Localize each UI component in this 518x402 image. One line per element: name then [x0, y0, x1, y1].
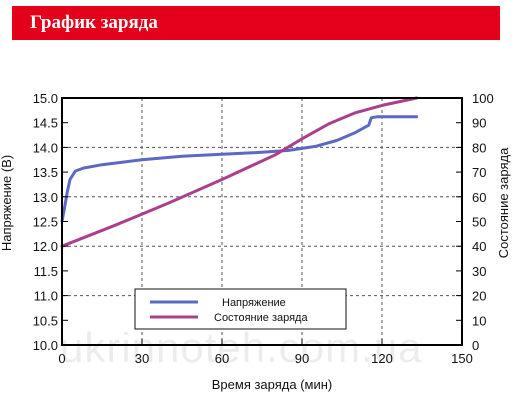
y-left-tick-label: 10.0 [33, 338, 58, 353]
y-left-tick-label: 14.0 [33, 140, 58, 155]
charge-line [60, 96, 419, 248]
y-left-tick-label: 12.0 [33, 239, 58, 254]
x-tick-label: 0 [58, 351, 65, 366]
series-layer [60, 96, 419, 248]
y-right-tick-label: 70 [472, 165, 486, 180]
x-tick-label: 150 [451, 351, 473, 366]
y-right-tick-label: 80 [472, 140, 486, 155]
y-left-tick-label: 13.0 [33, 190, 58, 205]
y-right-tick-label: 40 [472, 239, 486, 254]
x-tick-label: 30 [135, 351, 149, 366]
y-left-tick-label: 10.5 [33, 313, 58, 328]
y-left-tick-label: 11.0 [34, 289, 58, 304]
x-axis-title: Время заряда (мин) [212, 377, 333, 392]
header-bar: График заряда [12, 6, 500, 40]
x-tick-label: 90 [295, 351, 309, 366]
voltage-line [60, 115, 419, 223]
legend-box [134, 288, 347, 330]
y-left-tick-label: 11.5 [34, 264, 58, 279]
y-axis-right-title: Состояние заряда [496, 147, 511, 258]
y-right-tick-label: 90 [472, 116, 486, 131]
y-right-tick-label: 30 [472, 264, 486, 279]
y-right-tick-label: 0 [472, 338, 479, 353]
tick-layer: 0 30 60 90 120 150 10.0 10.5 11.0 11.5 12.0 12.5 13.… [33, 91, 494, 366]
y-right-tick-label: 50 [472, 215, 486, 230]
y-right-tick-label: 10 [472, 313, 486, 328]
y-left-tick-label: 12.5 [33, 215, 58, 230]
x-tick-label: 120 [371, 351, 393, 366]
legend-label-voltage: Напряжение [222, 297, 286, 309]
y-right-tick-label: 20 [472, 289, 486, 304]
x-tick-label: 60 [215, 351, 229, 366]
y-left-tick-label: 15.0 [33, 91, 58, 106]
y-left-tick-label: 13.5 [33, 165, 58, 180]
y-right-tick-label: 100 [472, 91, 494, 106]
y-axis-left-title: Напряжение (В) [0, 155, 14, 251]
watermark: ukrinnoteh.com.ua [60, 324, 423, 371]
page-title: График заряда [30, 12, 158, 33]
y-left-tick-label: 14.5 [33, 116, 58, 131]
legend-label-charge: Состояние заряда [214, 312, 308, 324]
legend: Напряжение Состояние заряда [134, 288, 347, 330]
y-right-tick-label: 60 [472, 190, 486, 205]
